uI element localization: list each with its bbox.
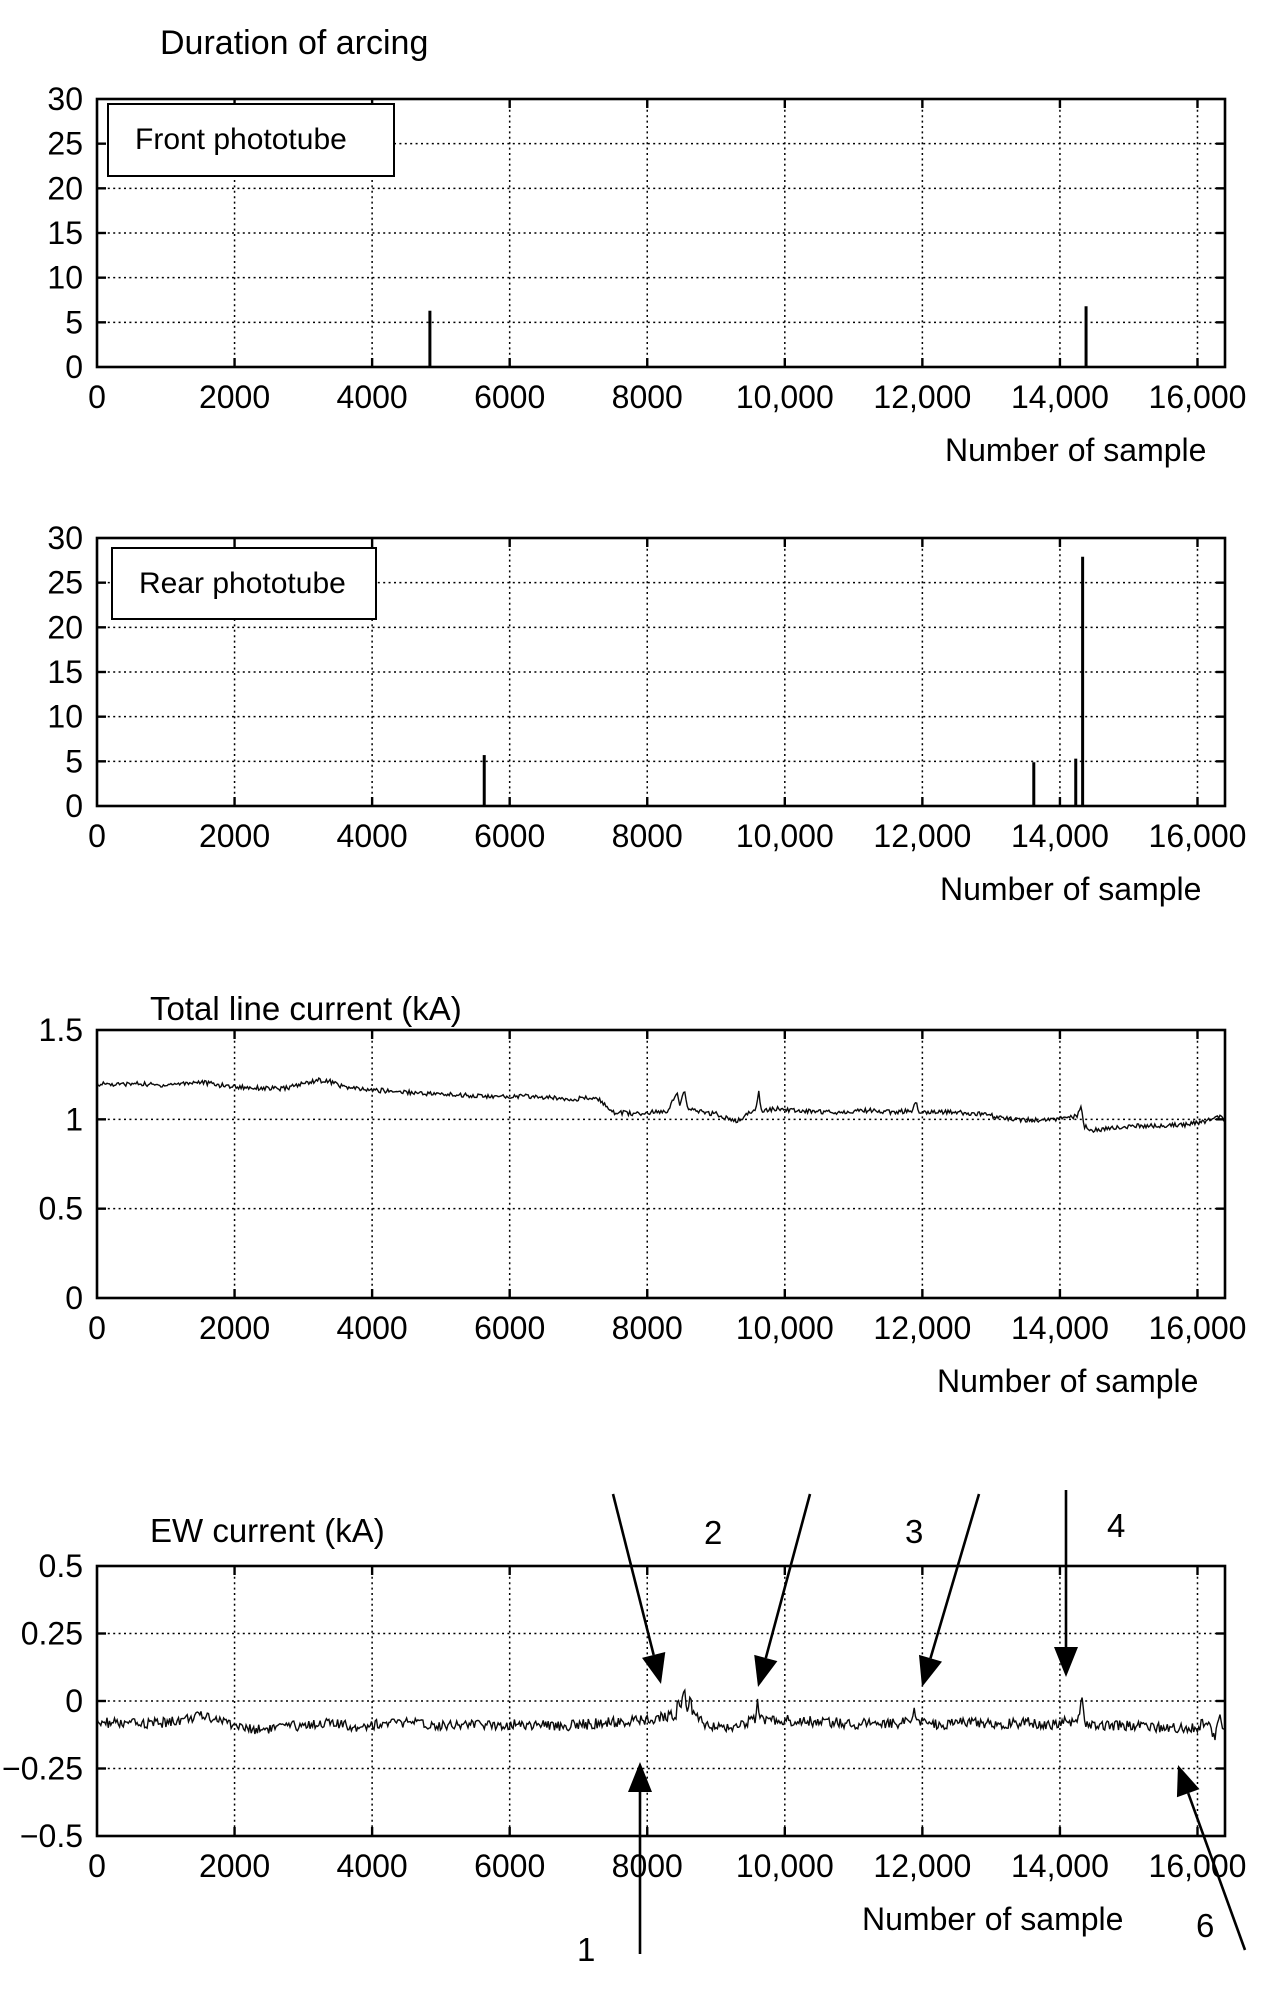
- x-tick-label: 12,000: [873, 1848, 971, 1884]
- event-arrowhead: [1054, 1647, 1078, 1677]
- y-tick-label: 15: [47, 654, 83, 690]
- y-tick-label: 10: [47, 699, 83, 735]
- y-tick-label: 1: [65, 1101, 83, 1137]
- event-label-6: 6: [1196, 1907, 1215, 1944]
- event-arrow-line: [929, 1493, 981, 1659]
- x-tick-label: 6000: [474, 379, 545, 415]
- x-tick-label: 2000: [199, 1848, 270, 1884]
- x-tick-label: 16,000: [1149, 1310, 1247, 1346]
- event-label-3: 3: [905, 1513, 924, 1550]
- x-tick-label: 4000: [337, 379, 408, 415]
- x-tick-label: 2000: [199, 379, 270, 415]
- y-tick-label: 0: [65, 1683, 83, 1719]
- x-tick-label: 6000: [474, 818, 545, 854]
- y-tick-label: 0.5: [39, 1548, 83, 1584]
- y-tick-label: 0.25: [21, 1616, 83, 1652]
- panel4-title: EW current (kA): [150, 1512, 385, 1549]
- inset-label-rear-phototube: Rear phototube: [111, 547, 377, 620]
- y-tick-label: 15: [47, 215, 83, 251]
- event-arrowhead: [1176, 1765, 1200, 1798]
- y-tick-label: 30: [47, 520, 83, 556]
- y-tick-label: 0: [65, 788, 83, 824]
- x-tick-label: 10,000: [736, 1310, 834, 1346]
- event-arrowhead: [918, 1654, 943, 1687]
- event-arrowhead: [642, 1651, 666, 1684]
- y-tick-label: 0: [65, 1280, 83, 1316]
- x-tick-label: 4000: [337, 1310, 408, 1346]
- axes-frame: [95, 1028, 1227, 1300]
- x-tick-label: 14,000: [1011, 1848, 1109, 1884]
- x-tick-label: 8000: [612, 1310, 683, 1346]
- x-tick-label: 0: [88, 379, 106, 415]
- y-tick-label: 1.5: [39, 1012, 83, 1048]
- y-tick-label: 25: [47, 565, 83, 601]
- y-tick-label: −0.25: [2, 1751, 83, 1787]
- x-tick-label: 2000: [199, 1310, 270, 1346]
- x-tick-label: 0: [88, 818, 106, 854]
- event-arrow-line: [611, 1493, 655, 1656]
- inset-label-rear-phototube-text: Rear phototube: [139, 566, 346, 600]
- x-tick-label: 6000: [474, 1848, 545, 1884]
- x-tick-label: 12,000: [873, 1310, 971, 1346]
- x-tick-label: 14,000: [1011, 379, 1109, 415]
- x-tick-label: 14,000: [1011, 1310, 1109, 1346]
- y-tick-label: 25: [47, 126, 83, 162]
- panel3-xaxis-label: Number of sample: [937, 1363, 1199, 1399]
- x-tick-label: 8000: [612, 379, 683, 415]
- y-tick-label: 0.5: [39, 1191, 83, 1227]
- y-tick-label: 5: [65, 304, 83, 340]
- x-tick-label: 8000: [612, 818, 683, 854]
- y-tick-label: 0: [65, 349, 83, 385]
- x-tick-label: 16,000: [1149, 379, 1247, 415]
- event-label-1: 1: [577, 1931, 596, 1968]
- y-tick-label: 20: [47, 609, 83, 645]
- x-tick-label: 10,000: [736, 1848, 834, 1884]
- x-tick-label: 6000: [474, 1310, 545, 1346]
- data-trace: [96, 1688, 1226, 1741]
- y-tick-label: 5: [65, 743, 83, 779]
- x-tick-label: 4000: [337, 818, 408, 854]
- event-arrow-line: [1186, 1792, 1247, 1951]
- inset-label-front-phototube: Front phototube: [107, 103, 395, 177]
- event-label-2: 2: [704, 1514, 723, 1551]
- data-trace: [96, 1077, 1225, 1134]
- x-tick-label: 14,000: [1011, 818, 1109, 854]
- x-tick-label: 12,000: [873, 379, 971, 415]
- figure-title: Duration of arcing: [160, 24, 429, 62]
- panel2-xaxis-label: Number of sample: [940, 871, 1202, 907]
- x-tick-label: 4000: [337, 1848, 408, 1884]
- event-arrow-line: [764, 1493, 812, 1659]
- y-tick-label: 30: [47, 81, 83, 117]
- panel1-xaxis-label: Number of sample: [945, 432, 1207, 468]
- panel3-title: Total line current (kA): [150, 990, 462, 1027]
- x-tick-label: 10,000: [736, 379, 834, 415]
- event-arrowhead: [628, 1762, 652, 1792]
- inset-label-front-phototube-text: Front phototube: [135, 123, 347, 156]
- x-tick-label: 10,000: [736, 818, 834, 854]
- event-arrowhead: [754, 1654, 778, 1687]
- y-tick-label: 20: [47, 170, 83, 206]
- event-label-4: 4: [1107, 1507, 1126, 1544]
- panel4-xaxis-label: Number of sample: [862, 1901, 1124, 1937]
- x-tick-label: 16,000: [1149, 818, 1247, 854]
- x-tick-label: 12,000: [873, 818, 971, 854]
- x-tick-label: 0: [88, 1848, 106, 1884]
- x-tick-label: 8000: [612, 1848, 683, 1884]
- x-tick-label: 16,000: [1149, 1848, 1247, 1884]
- y-tick-label: −0.5: [20, 1818, 83, 1854]
- y-tick-label: 10: [47, 260, 83, 296]
- x-tick-label: 0: [88, 1310, 106, 1346]
- x-tick-label: 2000: [199, 818, 270, 854]
